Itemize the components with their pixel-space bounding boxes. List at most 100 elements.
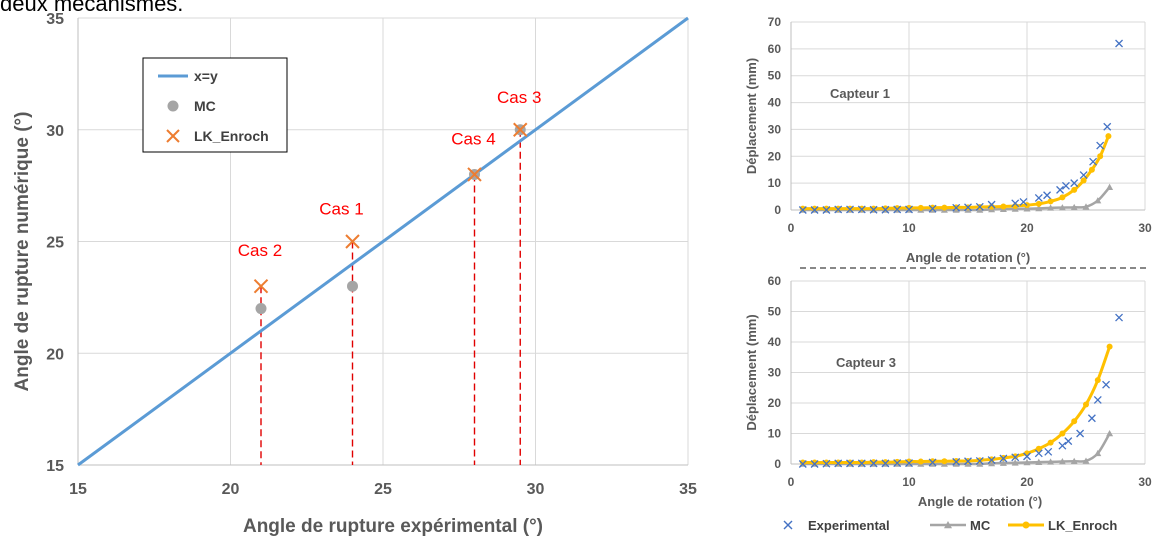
lk-enroch-point-b <box>513 122 528 137</box>
lk-enroch-point <box>799 205 806 212</box>
experimental-point <box>1011 453 1020 462</box>
experimental-point-b <box>1079 171 1088 180</box>
small-ytick-label: 60 <box>768 274 782 288</box>
experimental-point-b <box>846 459 854 468</box>
mc-point <box>1023 205 1031 212</box>
lk-enroch-point <box>1047 198 1054 205</box>
experimental-point <box>975 202 984 211</box>
experimental-point-b <box>1061 181 1070 190</box>
lk-enroch-point <box>870 459 877 466</box>
case-label: Cas 4 <box>451 129 495 148</box>
main-ytick-label: 35 <box>46 11 64 28</box>
experimental-point <box>1058 441 1067 450</box>
lk-enroch-point <box>941 204 948 211</box>
small-ytick-label: 40 <box>768 96 782 110</box>
experimental-point-b <box>964 203 972 212</box>
small-legend: Experimental MC LK_Enroch <box>783 518 1117 533</box>
main-xtick-label: 35 <box>679 481 697 498</box>
mc-point <box>1058 458 1066 465</box>
experimental-point-b <box>869 205 878 214</box>
experimental-point-b <box>1089 157 1098 166</box>
experimental-point-b <box>1011 199 1020 208</box>
small-ytick-label: 70 <box>768 15 782 29</box>
small-x-axis-title: Angle de rotation (°) <box>918 494 1042 509</box>
mc-point <box>1070 457 1078 465</box>
experimental-point <box>1096 141 1105 150</box>
experimental-point <box>798 460 807 468</box>
experimental-point-b <box>834 205 843 214</box>
lk-enroch-point <box>513 122 528 137</box>
experimental-point-b <box>893 205 902 214</box>
legend-swatch-experimental-b <box>783 520 793 530</box>
experimental-point <box>881 459 890 468</box>
lk-enroch-point <box>882 459 889 466</box>
experimental-point-b <box>881 205 890 214</box>
small-ytick-label: 60 <box>768 42 782 56</box>
lk-enroch-point <box>1097 153 1104 160</box>
small-xtick-label: 20 <box>1020 475 1034 489</box>
header-text: deux mécanismes. <box>0 0 184 16</box>
experimental-point-b <box>905 205 913 214</box>
mc-point <box>988 459 996 467</box>
case-label: Cas 1 <box>319 200 363 219</box>
experimental-point-b <box>869 459 878 468</box>
lk-enroch-point <box>1059 430 1066 437</box>
experimental-point <box>857 205 866 214</box>
experimental-point-b <box>975 202 984 211</box>
experimental-point <box>834 205 843 214</box>
experimental-point <box>881 205 890 214</box>
mc-point <box>1047 458 1055 465</box>
experimental-point-b <box>798 460 807 468</box>
experimental-point-b <box>834 459 843 468</box>
mc-point <box>1035 458 1043 465</box>
experimental-point-b <box>1102 380 1111 389</box>
experimental-point-b <box>1103 122 1112 131</box>
lk-enroch-point <box>882 205 889 212</box>
main-xtick-label: 20 <box>222 481 240 498</box>
small-xtick-label: 20 <box>1020 221 1034 235</box>
lk-enroch-point <box>345 234 360 249</box>
experimental-point <box>834 459 843 468</box>
experimental-point <box>952 457 961 466</box>
small-xtick-label: 30 <box>1138 475 1152 489</box>
experimental-point-b <box>1044 447 1053 456</box>
experimental-point-b <box>987 456 996 464</box>
main-xtick-label: 15 <box>69 481 87 498</box>
experimental-point <box>1076 429 1085 438</box>
experimental-point-b <box>1019 197 1028 206</box>
experimental-point <box>798 206 807 214</box>
experimental-point-b <box>952 457 961 466</box>
lk-enroch-point <box>1094 377 1101 384</box>
lk-enroch-point <box>870 205 877 212</box>
experimental-point <box>999 454 1008 463</box>
experimental-point <box>964 457 972 466</box>
main-y-axis-title: Angle de rupture numérique (°) <box>12 112 33 392</box>
series-line-x-eq-y <box>77 16 689 467</box>
legend-label-x-eq-y: x=y <box>194 68 218 84</box>
lk-enroch-point <box>1047 439 1054 446</box>
mc-point <box>1094 449 1102 457</box>
experimental-point <box>810 206 819 214</box>
lk-enroch-point <box>823 459 830 466</box>
legend-label-mc: MC <box>970 518 991 533</box>
lk-enroch-point <box>917 458 924 465</box>
small-ytick-label: 0 <box>774 457 781 471</box>
small-xtick-label: 30 <box>1138 221 1152 235</box>
lk-enroch-point-b <box>253 278 269 294</box>
mc-point <box>1023 458 1031 466</box>
lk-enroch-point <box>1035 445 1042 452</box>
experimental-point <box>975 456 984 465</box>
mc-point <box>999 459 1007 466</box>
experimental-point <box>893 205 902 214</box>
experimental-point-b <box>1064 437 1073 446</box>
legend-swatch-lk-enroch-b <box>166 129 180 143</box>
experimental-point-b <box>1096 141 1105 150</box>
experimental-point <box>1089 157 1098 166</box>
experimental-point <box>1034 449 1043 458</box>
experimental-point <box>1115 39 1123 48</box>
legend-label-mc: MC <box>194 98 216 114</box>
lk-enroch-point <box>1000 203 1007 210</box>
small-ytick-label: 30 <box>768 366 782 380</box>
experimental-point <box>822 459 831 468</box>
mc-point <box>976 460 984 467</box>
